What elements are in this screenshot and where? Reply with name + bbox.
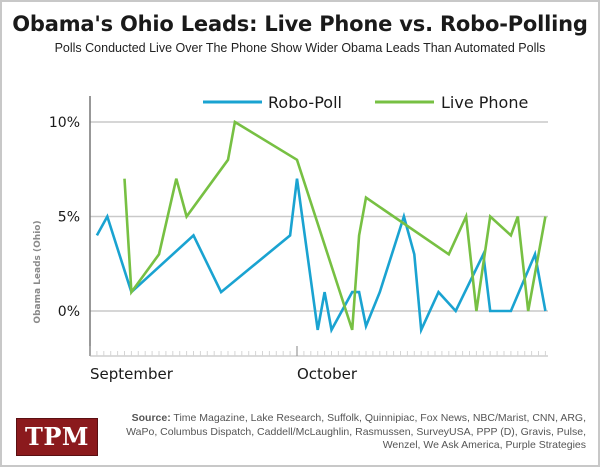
series-line-live-phone xyxy=(123,119,547,331)
tpm-logo: TPM xyxy=(16,418,98,456)
source-note: Source: Time Magazine, Lake Research, Su… xyxy=(126,412,586,453)
source-text: Time Magazine, Lake Research, Suffolk, Q… xyxy=(126,412,586,451)
chart-subtitle: Polls Conducted Live Over The Phone Show… xyxy=(54,41,546,55)
y-axis-label: Obama Leads (Ohio) xyxy=(33,220,43,323)
y-tick-label: 5% xyxy=(58,210,80,226)
axes: 0% 5% 10% September October xyxy=(49,96,548,383)
y-tick-label: 10% xyxy=(49,115,80,131)
chart-title: Obama's Ohio Leads: Live Phone vs. Robo-… xyxy=(12,12,588,36)
y-tick-label: 0% xyxy=(58,304,80,320)
x-tick-label: October xyxy=(297,365,358,383)
x-tick-label: September xyxy=(90,365,174,383)
legend: Robo-Poll Live Phone xyxy=(203,93,528,112)
legend-label-robo-poll: Robo-Poll xyxy=(268,93,342,112)
source-label: Source: xyxy=(131,412,171,424)
legend-label-live-phone: Live Phone xyxy=(441,93,528,112)
series-group xyxy=(95,119,547,335)
